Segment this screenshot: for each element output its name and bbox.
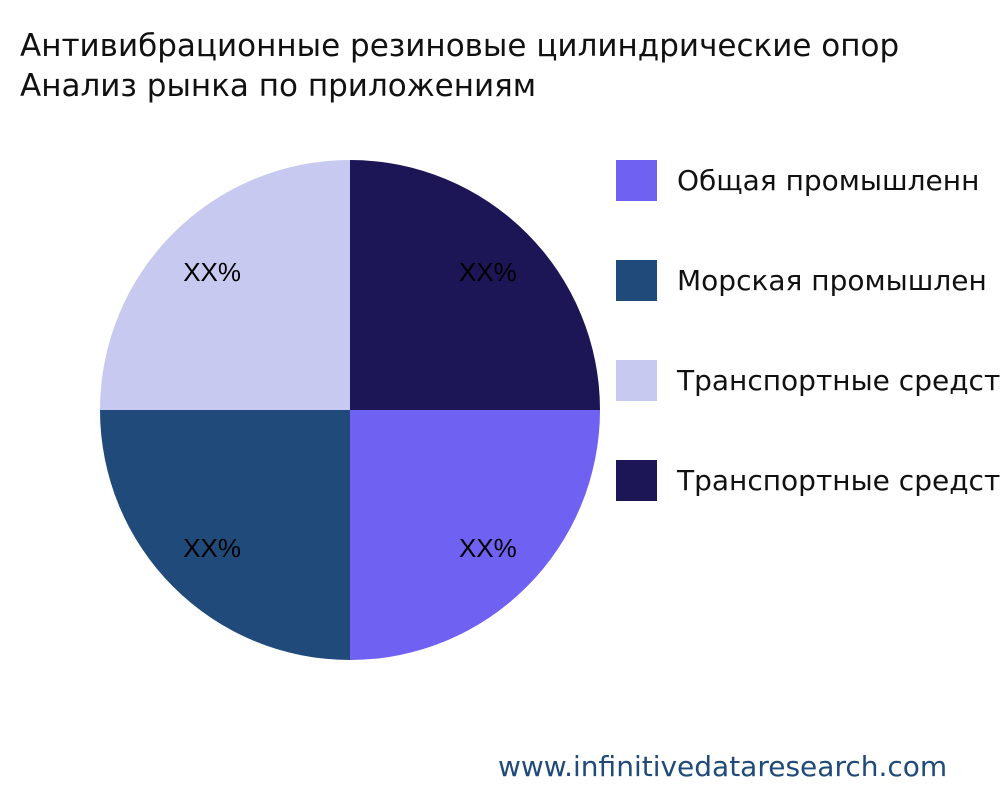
watermark-url[interactable]: www.infinitivedataresearch.com — [498, 750, 948, 783]
legend-swatch — [616, 159, 657, 201]
legend-label: Общая промышленн — [677, 163, 980, 197]
legend-label: Морская промышлен — [677, 263, 987, 297]
legend-swatch — [616, 359, 657, 401]
legend-item[interactable]: Транспортные средст — [616, 459, 1000, 501]
legend-label: Транспортные средст — [677, 363, 1000, 397]
slice-label: XX% — [459, 257, 517, 287]
legend-swatch — [616, 459, 657, 501]
slice-label: XX% — [183, 533, 241, 563]
pie-slice[interactable] — [350, 160, 600, 410]
chart-title-line-1: Антивибрационные резиновые цилиндрически… — [20, 28, 900, 64]
slice-label: XX% — [459, 533, 517, 563]
pie-slice[interactable] — [100, 410, 350, 660]
chart-title-line-2: Анализ рынка по приложениям — [20, 68, 537, 104]
chart-title: Антивибрационные резиновые цилиндрически… — [20, 26, 899, 106]
legend-label: Транспортные средст — [677, 463, 1000, 497]
slice-label: XX% — [183, 257, 241, 287]
legend-item[interactable]: Общая промышленн — [616, 159, 979, 201]
pie-slice[interactable] — [100, 160, 350, 410]
legend-item[interactable]: Транспортные средст — [616, 359, 1000, 401]
pie-slice[interactable] — [350, 410, 600, 660]
legend-item[interactable]: Морская промышлен — [616, 259, 987, 301]
legend-swatch — [616, 259, 657, 301]
